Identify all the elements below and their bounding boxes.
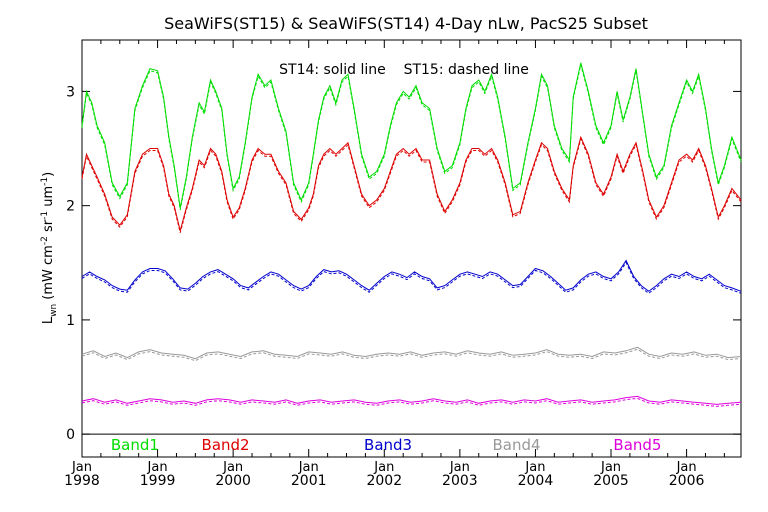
ylabel-exp1: -2 <box>40 236 50 245</box>
ylabel-unit-sr: sr <box>41 219 56 232</box>
y-axis: 0 1 2 3 <box>66 84 741 443</box>
x-tick-label: 2000 <box>215 473 251 489</box>
y-tick-label: 3 <box>66 84 75 100</box>
series-line-band2 <box>81 135 742 231</box>
ylabel-unit-um: um <box>41 186 56 207</box>
series-layer <box>81 62 742 407</box>
chart-subtitle: ST14: solid line ST15: dashed line <box>279 62 529 78</box>
x-tick-label: 1998 <box>64 473 100 489</box>
x-tick-label: 2004 <box>518 473 554 489</box>
y-tick-label: 0 <box>66 427 75 443</box>
series-dashed-line-band1 <box>81 64 742 210</box>
chart-title: SeaWiFS(ST15) & SeaWiFS(ST14) 4-Day nLw,… <box>164 14 648 33</box>
series-dashed-line-band3 <box>81 261 742 294</box>
x-tick-month: Jan <box>222 460 243 475</box>
legend-label-band5: Band5 <box>613 436 661 454</box>
y-tick-label: 1 <box>66 313 75 329</box>
x-tick-label: 2003 <box>442 473 478 489</box>
legend: Band1 Band2 Band3 Band4 Band5 <box>111 436 662 454</box>
series-line-band4 <box>81 346 742 360</box>
series-line-band3 <box>81 259 742 292</box>
legend-label-band4: Band4 <box>493 436 541 454</box>
x-tick-month: Jan <box>600 460 621 475</box>
ylabel-unit-close: ) <box>41 172 56 177</box>
series-dashed-line-band4 <box>81 348 742 362</box>
ylabel-exp2: -1 <box>40 211 50 220</box>
legend-label-band1: Band1 <box>111 436 159 454</box>
ylabel-sub: wn <box>49 304 59 317</box>
series-line-band5 <box>81 395 742 405</box>
series-dashed-line-band2 <box>81 137 742 233</box>
x-tick-label: 2005 <box>593 473 629 489</box>
x-tick-label: 2001 <box>291 473 327 489</box>
y-axis-label: Lwn (mW cm-2 sr-1 um-1) <box>40 172 59 324</box>
series-line-band1 <box>81 62 742 208</box>
x-tick-month: Jan <box>676 460 697 475</box>
ylabel-exp3: -1 <box>40 177 50 186</box>
x-tick-label: 2002 <box>366 473 402 489</box>
x-axis: Jan1998Jan1999Jan2000Jan2001Jan2002Jan20… <box>64 40 725 489</box>
x-tick-label: 1999 <box>140 473 176 489</box>
x-tick-month: Jan <box>524 460 545 475</box>
x-tick-label: 2006 <box>669 473 705 489</box>
y-tick-label: 2 <box>66 199 75 215</box>
x-tick-month: Jan <box>147 460 168 475</box>
plot-frame <box>81 39 742 458</box>
x-tick-month: Jan <box>298 460 319 475</box>
ylabel-main: L <box>41 316 56 324</box>
x-tick-month: Jan <box>373 460 394 475</box>
series-dashed-line-band5 <box>81 397 742 407</box>
ylabel-unit-open: (mW cm <box>41 245 56 300</box>
legend-label-band3: Band3 <box>364 436 412 454</box>
x-tick-month: Jan <box>71 460 92 475</box>
legend-label-band2: Band2 <box>202 436 250 454</box>
x-tick-month: Jan <box>449 460 470 475</box>
